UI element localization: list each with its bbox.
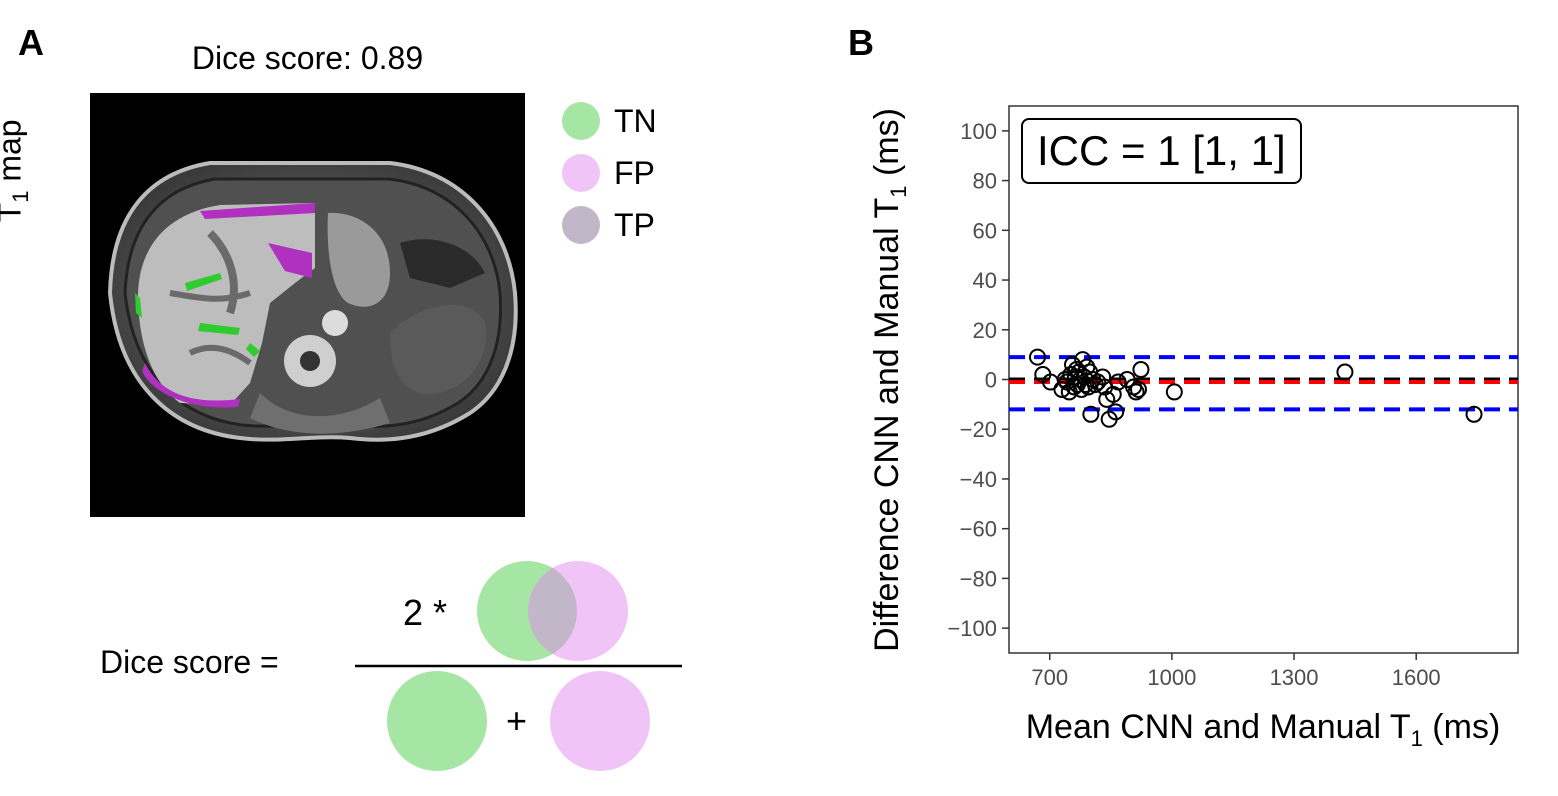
stomach-region (327, 212, 390, 307)
denominator-pink-circle (550, 671, 650, 771)
denominator-green-circle (387, 671, 487, 771)
y-tick-label: 60 (973, 218, 997, 243)
liver-vessel-1 (207, 230, 238, 315)
tn-vessel-1 (185, 273, 222, 291)
legend-swatch-tn (562, 102, 600, 140)
data-point (1109, 373, 1127, 391)
legend-item-fp: FP (562, 151, 655, 195)
legend-label-fp: FP (614, 154, 655, 191)
liver-region (138, 203, 315, 405)
numerator-overlap (528, 561, 577, 661)
formula-svg (355, 561, 682, 771)
x-tick-label: 1300 (1270, 665, 1319, 690)
tn-vessel-3 (246, 343, 260, 357)
liver-vessel-3 (188, 344, 252, 366)
data-point (1094, 368, 1112, 386)
data-point (1029, 348, 1047, 366)
legend-item-tp: TP (562, 203, 655, 247)
data-point (1127, 383, 1145, 401)
y-tick-label: 80 (973, 169, 997, 194)
x-axis-title: Mean CNN and Manual T1 (ms) (1026, 708, 1501, 751)
data-point (1165, 383, 1183, 401)
fp-rim-top (200, 203, 315, 219)
liver-vessel-2 (169, 290, 251, 302)
legend-swatch-tp (562, 206, 600, 244)
y-axis-ticks: 100 80 60 40 20 0 −20 −40 −60 −80 −100 (947, 119, 1009, 641)
y-tick-label: 40 (973, 268, 997, 293)
x-tick-label: 700 (1031, 665, 1068, 690)
fp-rim-bottom (142, 363, 240, 408)
mri-slice-svg (107, 161, 518, 442)
y-tick-label: −80 (960, 566, 997, 591)
legend-label-tn: TN (614, 102, 657, 139)
formula-label: Dice score = (100, 644, 279, 680)
x-axis-ticks: 700 1000 1300 1600 (1031, 653, 1441, 690)
data-point (1465, 405, 1483, 423)
x-tick-label: 1600 (1392, 665, 1441, 690)
spinal-canal (300, 351, 320, 371)
x-tick-label: 1000 (1147, 665, 1196, 690)
data-point (1129, 380, 1147, 398)
legend-item-tn: TN (562, 99, 657, 143)
y-tick-label: −40 (960, 467, 997, 492)
bowel-region (400, 239, 485, 288)
fp-rim-right (268, 243, 312, 278)
panel-a-letter: A (18, 22, 44, 63)
formula-plus: + (506, 700, 528, 741)
legend-label-tp: TP (614, 206, 655, 243)
aorta (322, 310, 348, 336)
icc-annotation: ICC = 1 [1, 1] (1021, 118, 1302, 184)
dice-score-title: Dice score: 0.89 (191, 40, 424, 76)
y-tick-label: −60 (960, 517, 997, 542)
y-tick-label: 0 (985, 368, 997, 393)
legend-swatch-fp (562, 154, 600, 192)
y-tick-label: −20 (960, 417, 997, 442)
panel-b-letter: B (848, 22, 874, 63)
tn-vessel-2 (198, 323, 240, 335)
formula-numerator-prefix: 2 * (403, 592, 448, 633)
y-tick-label: −100 (947, 616, 997, 641)
y-tick-label: 100 (960, 119, 997, 144)
data-point (1082, 405, 1100, 423)
tn-rim-left (135, 293, 142, 318)
y-axis-title: Difference CNN and Manual T1 (ms) (868, 108, 911, 652)
y-tick-label: 20 (973, 318, 997, 343)
data-point (1132, 361, 1150, 379)
t1-map-image (90, 93, 525, 517)
data-point (1107, 403, 1125, 421)
spleen-region (390, 304, 486, 394)
data-points (1029, 348, 1483, 428)
data-point (1336, 363, 1354, 381)
dice-formula: Dice score = 2 * + (0, 540, 760, 796)
back-muscle (250, 393, 390, 434)
